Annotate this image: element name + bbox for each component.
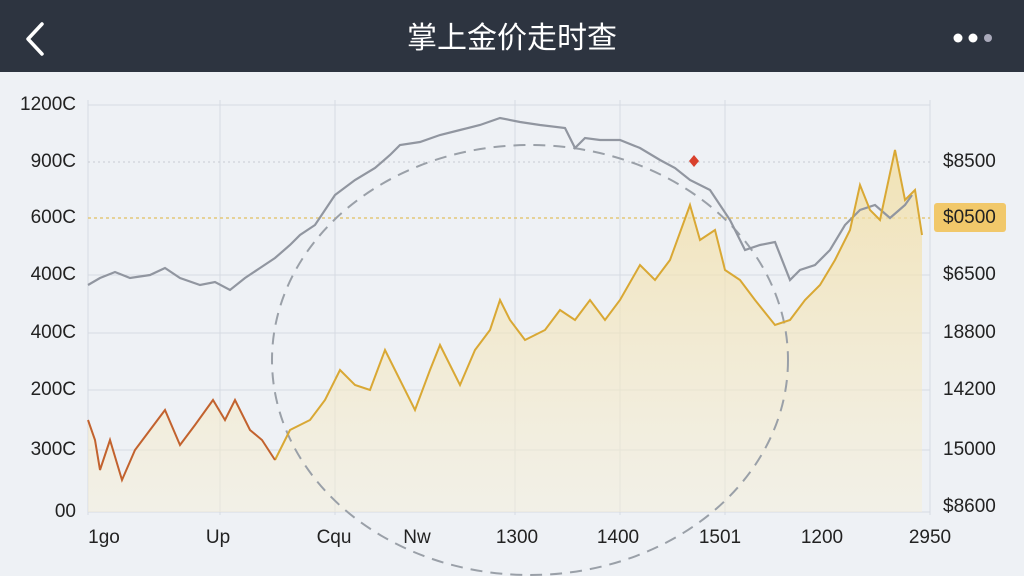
x-axis-label: 1501 bbox=[699, 527, 741, 548]
left-axis-label: 1200C bbox=[20, 94, 76, 115]
right-axis-label: 14200 bbox=[943, 379, 996, 400]
right-axis-label: $8600 bbox=[943, 496, 996, 517]
left-axis-label: 600C bbox=[31, 207, 76, 228]
gray-line bbox=[87, 116, 913, 292]
x-axis-label: 1200 bbox=[801, 527, 843, 548]
x-axis-label: 1go bbox=[88, 527, 120, 548]
x-axis-label: Up bbox=[206, 527, 230, 548]
left-axis-label: 400C bbox=[31, 322, 76, 343]
right-axis-label: $6500 bbox=[943, 264, 996, 285]
left-axis-label: 200C bbox=[31, 379, 76, 400]
header-bar bbox=[0, 0, 1024, 72]
menu-dot[interactable] bbox=[984, 34, 992, 42]
highlight-label-box bbox=[934, 203, 1006, 232]
right-axis-label: 18800 bbox=[943, 322, 996, 343]
right-axis-label: $8500 bbox=[943, 151, 996, 172]
marker bbox=[689, 155, 699, 167]
header-title: 掌上金价走时查 bbox=[407, 22, 617, 55]
menu-dot[interactable] bbox=[968, 33, 978, 43]
x-axis-label: 1300 bbox=[496, 527, 538, 548]
x-axis-label: Nw bbox=[403, 527, 431, 548]
left-axis-label: 400C bbox=[31, 264, 76, 285]
more-menu[interactable] bbox=[953, 33, 993, 43]
back-button[interactable] bbox=[26, 22, 44, 56]
red-line bbox=[87, 397, 276, 483]
left-axis-label: 00 bbox=[55, 501, 76, 522]
x-axis-label: Cqu bbox=[317, 527, 352, 548]
left-axis-label: 900C bbox=[31, 151, 76, 172]
left-axis-label: 300C bbox=[31, 439, 76, 460]
x-axis-label: 2950 bbox=[909, 527, 951, 548]
menu-dot[interactable] bbox=[953, 33, 963, 43]
right-axis-label: $0500 bbox=[943, 207, 996, 228]
x-axis-label: 1400 bbox=[597, 527, 639, 548]
price-area bbox=[88, 150, 922, 512]
highlight-circle bbox=[271, 144, 789, 576]
right-axis-label: 15000 bbox=[943, 439, 996, 460]
gold-line bbox=[274, 149, 923, 461]
